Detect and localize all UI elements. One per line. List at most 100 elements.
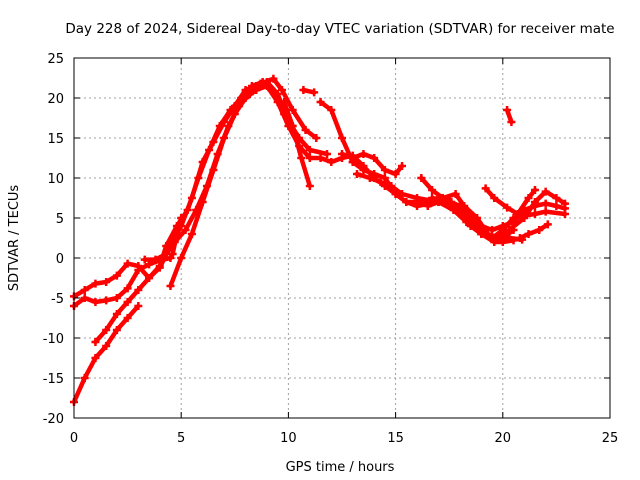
data-point	[490, 194, 499, 202]
data-point	[305, 182, 314, 190]
data-point	[509, 218, 518, 226]
data-point	[134, 302, 143, 310]
y-tick-label: -5	[51, 292, 64, 307]
data-point	[80, 294, 89, 302]
data-point	[288, 106, 297, 114]
x-tick-label: 25	[602, 431, 619, 446]
data-point	[112, 310, 121, 318]
data-point	[327, 158, 336, 166]
y-tick-label: 0	[56, 252, 64, 267]
data-point	[376, 178, 385, 186]
data-point	[123, 298, 132, 306]
data-point	[134, 262, 143, 270]
data-point	[541, 207, 550, 216]
data-point	[370, 154, 379, 162]
data-point	[80, 286, 89, 294]
data-point	[288, 122, 297, 130]
data-point	[398, 162, 407, 170]
data-point	[338, 150, 346, 158]
data-point	[513, 210, 522, 218]
data-point	[102, 296, 111, 305]
data-point	[305, 154, 314, 162]
axis-ticks: 0 5 10 15 20 25 -20 -15 -10 -5 0 5 10 15 20 25	[43, 52, 619, 446]
data-point	[488, 234, 497, 242]
x-tick-label: 20	[495, 431, 512, 446]
data-point	[166, 282, 175, 290]
data-point	[162, 242, 171, 250]
y-tick-label: 5	[56, 212, 64, 227]
data-point	[338, 134, 346, 142]
data-point	[123, 259, 132, 268]
data-point	[198, 198, 207, 206]
series-track-7	[281, 99, 313, 189]
chart-title: Day 228 of 2024, Sidereal Day-to-day VTE…	[65, 21, 614, 37]
data-point	[262, 82, 271, 90]
data-point	[145, 274, 154, 282]
series-track-3	[71, 79, 298, 299]
data-point	[477, 230, 486, 238]
data-point	[80, 374, 89, 382]
data-point	[515, 234, 524, 242]
data-point	[305, 146, 314, 154]
data-point	[162, 250, 171, 258]
data-point	[380, 174, 389, 182]
data-point	[451, 190, 460, 198]
data-point	[541, 199, 550, 208]
data-point	[348, 158, 357, 166]
data-point	[530, 202, 539, 210]
data-point	[455, 210, 464, 218]
data-point	[102, 278, 111, 286]
data-point	[112, 294, 121, 302]
data-point	[438, 194, 447, 202]
data-point	[241, 94, 250, 102]
data-series	[70, 74, 569, 406]
data-point	[560, 204, 569, 213]
data-point	[172, 222, 181, 230]
data-point	[543, 220, 552, 229]
data-point	[398, 190, 407, 198]
data-point	[552, 202, 561, 210]
data-point	[215, 122, 224, 130]
data-point	[177, 254, 186, 262]
data-point	[503, 106, 512, 114]
series-track-9	[318, 99, 355, 165]
data-point	[277, 86, 286, 94]
data-point	[423, 202, 432, 210]
data-point	[112, 271, 121, 280]
data-point	[183, 206, 192, 214]
series-track-19	[517, 222, 551, 241]
data-point	[370, 170, 379, 178]
data-point	[498, 238, 507, 246]
data-point	[387, 182, 396, 190]
x-tick-label: 10	[280, 431, 297, 446]
data-point	[123, 314, 132, 322]
data-point	[524, 194, 533, 202]
data-point	[187, 230, 196, 238]
data-point	[102, 326, 111, 334]
data-point	[247, 82, 256, 90]
data-point	[252, 86, 261, 94]
data-point	[530, 210, 539, 218]
data-point	[140, 255, 149, 264]
x-axis-label: GPS time / hours	[286, 460, 395, 475]
data-point	[297, 154, 306, 162]
data-point	[477, 222, 486, 230]
data-point	[417, 174, 426, 182]
data-point	[155, 262, 164, 270]
data-point	[466, 214, 475, 222]
y-tick-label: 25	[47, 52, 64, 67]
data-point	[310, 88, 319, 97]
y-tick-label: -20	[43, 412, 64, 427]
data-point	[134, 286, 143, 294]
data-point	[498, 222, 507, 230]
data-point	[481, 184, 490, 193]
data-point	[209, 166, 218, 174]
data-point	[359, 166, 368, 174]
data-point	[380, 166, 389, 174]
data-point	[541, 187, 550, 196]
data-point	[535, 226, 544, 234]
y-tick-label: 15	[47, 132, 64, 147]
data-point	[359, 150, 368, 158]
x-tick-label: 0	[70, 431, 78, 446]
